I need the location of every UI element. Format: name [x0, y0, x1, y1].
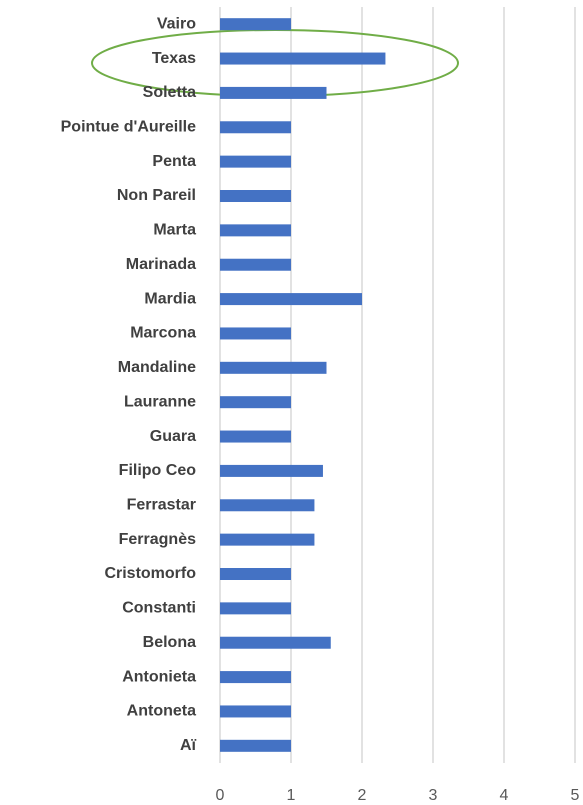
bar: [220, 464, 323, 477]
bar: [220, 705, 291, 718]
y-tick-label: Aï: [180, 737, 197, 754]
bar: [220, 86, 327, 99]
bar: [220, 396, 291, 409]
y-tick-label: Antonieta: [122, 668, 196, 685]
bar: [220, 293, 362, 306]
x-tick-label: 5: [571, 787, 580, 804]
bar: [220, 430, 291, 443]
bar: [220, 224, 291, 237]
bar: [220, 361, 327, 374]
y-tick-label: Soletta: [143, 84, 196, 101]
bar: [220, 671, 291, 684]
y-tick-label: Marcona: [130, 325, 196, 342]
bar: [220, 52, 386, 65]
bar: [220, 568, 291, 580]
bar: [220, 258, 291, 271]
x-tick-label: 3: [429, 787, 438, 804]
bar: [220, 190, 291, 202]
y-tick-label: Constanti: [122, 600, 196, 617]
x-tick-label: 4: [500, 787, 509, 804]
y-tick-label: Marta: [153, 222, 196, 239]
bar: [220, 121, 291, 134]
y-tick-label: Marinada: [126, 256, 196, 273]
y-tick-label: Ferrastar: [127, 496, 196, 513]
bar: [220, 636, 331, 649]
y-tick-label: Non Pareil: [117, 187, 196, 204]
x-tick-label: 1: [287, 787, 296, 804]
y-tick-label: Antoneta: [127, 703, 196, 720]
y-tick-label: Pointue d'Aureille: [61, 118, 196, 135]
y-tick-label: Filipo Ceo: [119, 462, 197, 479]
y-tick-label: Mandaline: [118, 359, 196, 376]
x-tick-label: 2: [358, 787, 367, 804]
bar: [220, 155, 291, 168]
y-tick-label: Vairo: [157, 15, 196, 32]
bar: [220, 602, 291, 615]
y-tick-label: Penta: [152, 153, 196, 170]
y-tick-label: Mardia: [144, 290, 196, 307]
y-tick-label: Cristomorfo: [104, 565, 196, 582]
y-tick-label: Guara: [150, 428, 196, 445]
bar: [220, 533, 315, 546]
y-tick-label: Ferragnès: [119, 531, 196, 548]
bar: [220, 739, 291, 752]
x-tick-label: 0: [216, 787, 225, 804]
y-tick-label: Texas: [152, 50, 196, 67]
bar: [220, 18, 291, 31]
bar: [220, 499, 315, 512]
bar: [220, 327, 291, 340]
y-tick-label: Lauranne: [124, 393, 196, 410]
y-tick-label: Belona: [143, 634, 196, 651]
